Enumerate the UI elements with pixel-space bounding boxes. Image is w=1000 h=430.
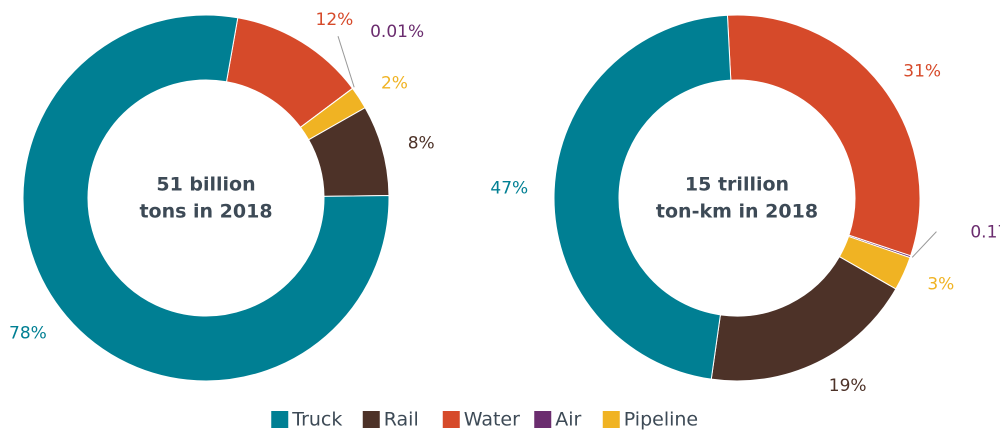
slice: [726, 14, 921, 257]
value-label: 0.01%: [370, 22, 424, 42]
value-label: 2%: [381, 74, 408, 94]
legend-label: Rail: [384, 409, 419, 430]
value-label: 78%: [9, 323, 47, 343]
leader-line: [337, 36, 355, 88]
value-label: 8%: [408, 133, 435, 153]
center-label: 15 trillion: [685, 174, 789, 196]
legend-label: Water: [464, 409, 520, 430]
legend-swatch: [534, 411, 552, 428]
value-label: 47%: [490, 179, 528, 199]
value-label: 31%: [903, 61, 941, 81]
value-label: 0.17%: [970, 223, 1000, 243]
center-label: tons in 2018: [139, 201, 272, 223]
legend-swatch: [602, 411, 620, 428]
value-label: 3%: [927, 274, 954, 294]
value-label: 19%: [829, 376, 867, 396]
center-label: ton-km in 2018: [656, 201, 818, 223]
legend-swatch: [271, 411, 289, 428]
center-label: 51 billion: [156, 174, 255, 196]
legend-swatch: [442, 411, 460, 428]
legend-label: Air: [555, 409, 581, 430]
leader-line: [911, 231, 937, 258]
legend-label: Truck: [291, 409, 342, 430]
legend-swatch: [362, 411, 380, 428]
legend-label: Pipeline: [624, 409, 698, 430]
slice: [22, 14, 390, 382]
slice: [553, 14, 732, 380]
slice: [710, 255, 897, 382]
value-label: 12%: [316, 10, 354, 30]
